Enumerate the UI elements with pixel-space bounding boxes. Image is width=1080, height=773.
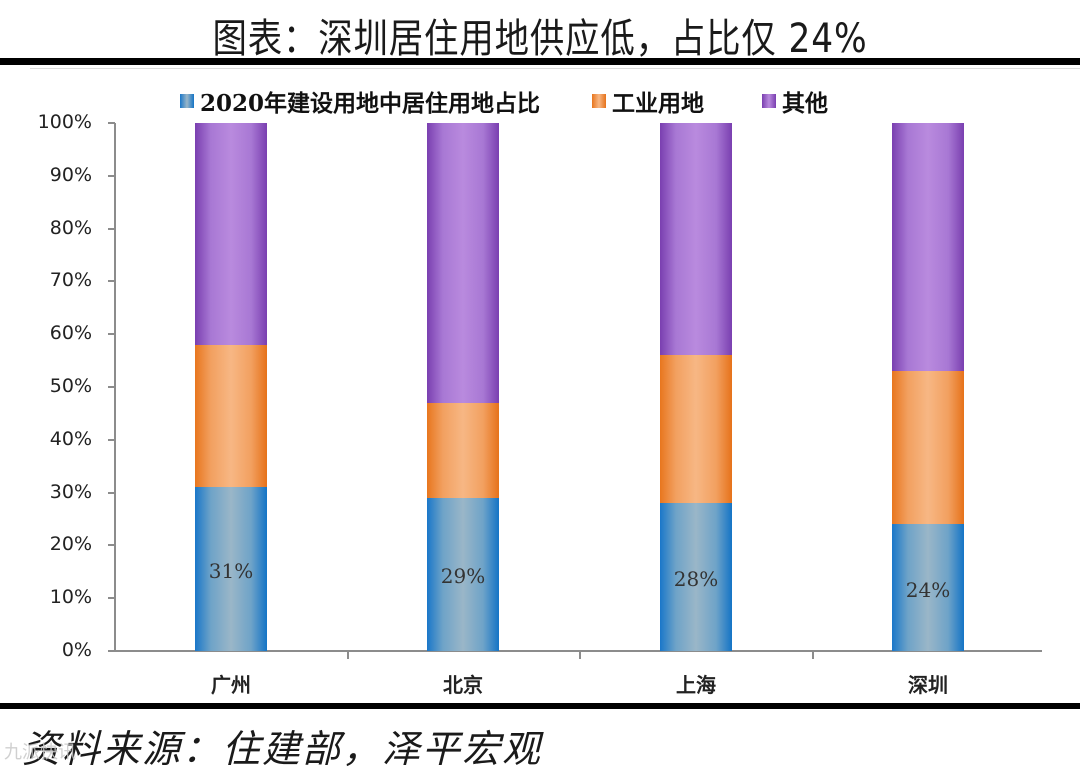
x-category-label: 上海 (676, 673, 716, 697)
bar-segment-residential (195, 487, 267, 651)
chart-title: 图表：深圳居住用地供应低，占比仅 24% (212, 16, 868, 62)
bar-value-label: 31% (208, 559, 254, 584)
bar-value-label: 28% (673, 567, 719, 592)
x-category-label: 广州 (211, 673, 251, 697)
legend-item-industrial: 工业用地 (592, 84, 704, 118)
y-tick-label: 60% (49, 322, 92, 345)
plot-area: 0% 10% 20% 30% 40% 50% 60% 70% 80% 90% 100% 31% 广州 29… (37, 111, 1042, 697)
stacked-bar: 28% (660, 123, 732, 651)
bar-segment-industrial (660, 355, 732, 504)
top-rule (0, 58, 1080, 65)
bar-value-label: 29% (440, 564, 486, 589)
y-tick (108, 597, 115, 600)
top-rule-thin (30, 68, 1080, 69)
y-tick (108, 491, 115, 494)
y-tick-label: 50% (49, 375, 92, 397)
legend-swatch-residential (180, 94, 194, 108)
y-tick-label: 0% (61, 639, 92, 661)
bar-segment-residential (427, 497, 499, 651)
y-tick (108, 122, 115, 124)
bar-segment-other (195, 123, 267, 345)
y-tick (108, 280, 115, 283)
y-tick-label: 20% (49, 533, 92, 556)
bar-segment-industrial (892, 371, 964, 525)
y-tick-label: 30% (49, 480, 92, 503)
bar-segment-industrial (427, 402, 499, 498)
bar-segment-other (660, 123, 732, 356)
y-tick (108, 174, 115, 177)
chart-legend: 2020年建设用地中居住用地占比 工业用地 其他 (180, 84, 876, 118)
bar-segment-other (427, 123, 499, 403)
y-tick (108, 438, 115, 441)
legend-label-other: 其他 (782, 90, 829, 117)
stacked-bar: 29% (427, 123, 499, 651)
y-tick (108, 227, 115, 230)
stacked-bar: 31% (195, 123, 267, 651)
y-tick-label: 90% (49, 163, 92, 186)
x-category-label: 深圳 (908, 673, 948, 697)
legend-label-industrial: 工业用地 (612, 90, 705, 117)
y-tick (108, 650, 115, 652)
y-tick (108, 333, 115, 336)
y-tick-label: 10% (49, 586, 92, 609)
legend-label-residential: 2020年建设用地中居住用地占比 (200, 90, 541, 117)
source-note: 资料来源：住建部，泽平宏观 (22, 727, 543, 771)
x-tick (347, 651, 349, 659)
x-axis (108, 650, 1042, 652)
stacked-bar: 24% (892, 123, 964, 651)
watermark: 九派快讯 (4, 742, 76, 763)
x-category-label: 北京 (443, 673, 483, 697)
y-axis (114, 123, 116, 652)
bar-segment-residential (892, 524, 964, 651)
y-tick-label: 70% (49, 269, 92, 292)
y-tick-label: 40% (49, 427, 92, 450)
y-tick-label: 100% (37, 111, 92, 133)
bar-value-label: 24% (905, 577, 951, 602)
legend-swatch-other (762, 94, 777, 108)
bottom-rule (0, 703, 1080, 709)
legend-item-other: 其他 (762, 84, 828, 118)
bar-segment-residential (660, 503, 732, 651)
legend-item-residential: 2020年建设用地中居住用地占比 (180, 84, 540, 118)
y-tick-label: 80% (49, 216, 92, 239)
bar-segment-industrial (195, 344, 267, 488)
legend-swatch-industrial (592, 94, 607, 108)
y-tick (108, 386, 115, 388)
x-tick (579, 651, 581, 659)
x-tick (812, 651, 814, 659)
y-tick (108, 544, 115, 547)
bar-segment-other (892, 123, 964, 372)
